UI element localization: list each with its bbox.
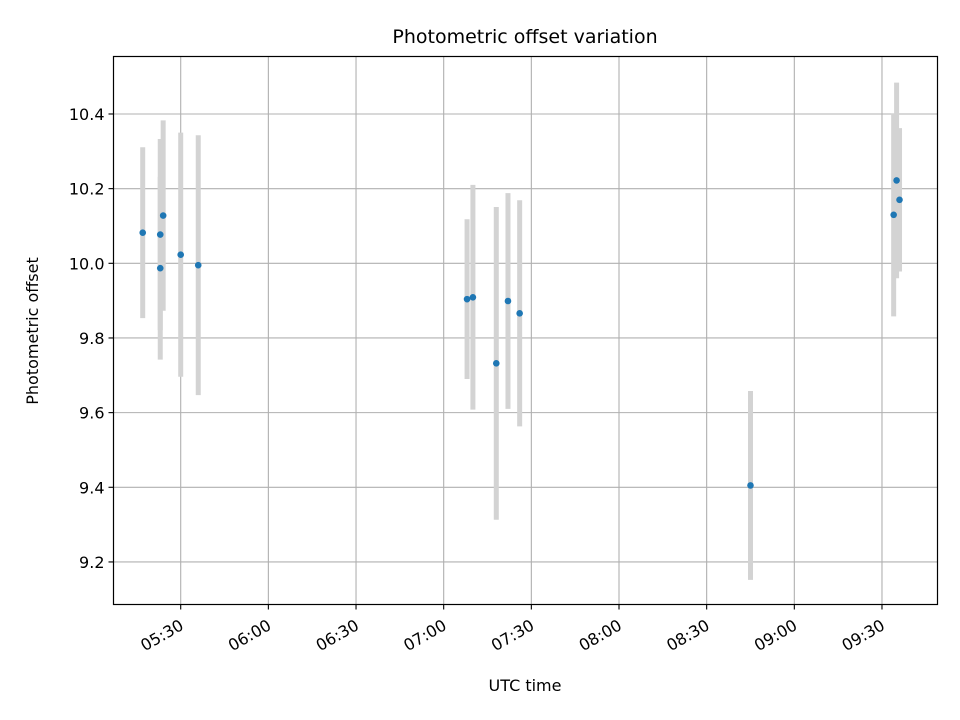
data-point (463, 295, 471, 303)
chart-title: Photometric offset variation (392, 26, 657, 48)
x-tick-label: 08:00 (576, 616, 625, 656)
x-tick-label: 05:30 (137, 616, 186, 656)
data-point (159, 212, 167, 219)
x-tick-label: 07:00 (400, 616, 449, 656)
y-tick-label: 10.2 (69, 180, 105, 199)
x-tick-label: 08:30 (663, 616, 712, 656)
data-point (896, 196, 903, 204)
y-axis-ticks: 9.2 9.4 9.6 9.8 10.0 10.2 10.4 (69, 105, 114, 572)
data-point (194, 261, 202, 269)
y-tick-label: 9.6 (79, 404, 104, 423)
data-point (893, 177, 900, 184)
y-tick-label: 10.4 (69, 105, 105, 124)
x-axis-title: UTC time (489, 676, 562, 695)
data-point (177, 251, 185, 259)
data-point (747, 482, 754, 489)
x-tick-label: 09:30 (839, 616, 888, 656)
data-point (492, 360, 500, 367)
y-tick-label: 9.2 (79, 553, 104, 572)
plot-frame (112, 55, 939, 606)
error-bars (140, 82, 903, 580)
data-point (156, 264, 164, 272)
data-point (504, 297, 512, 305)
data-points (139, 177, 903, 489)
grid (113, 56, 938, 605)
x-tick-label: 06:30 (313, 616, 362, 656)
data-point (890, 211, 897, 219)
data-point (139, 229, 147, 236)
y-axis-title: Photometric offset (23, 257, 42, 405)
y-tick-label: 10.0 (69, 254, 105, 273)
data-point (156, 231, 164, 238)
y-tick-label: 9.8 (79, 329, 104, 348)
x-tick-label: 09:00 (751, 616, 800, 656)
x-tick-label: 06:00 (225, 616, 274, 656)
data-point (469, 293, 477, 301)
data-point (516, 310, 523, 317)
x-axis-ticks: 05:30 06:00 06:30 07:00 07:30 08:00 08:30 09:00… (137, 604, 888, 656)
y-tick-label: 9.4 (79, 478, 104, 497)
x-tick-label: 07:30 (488, 616, 537, 656)
